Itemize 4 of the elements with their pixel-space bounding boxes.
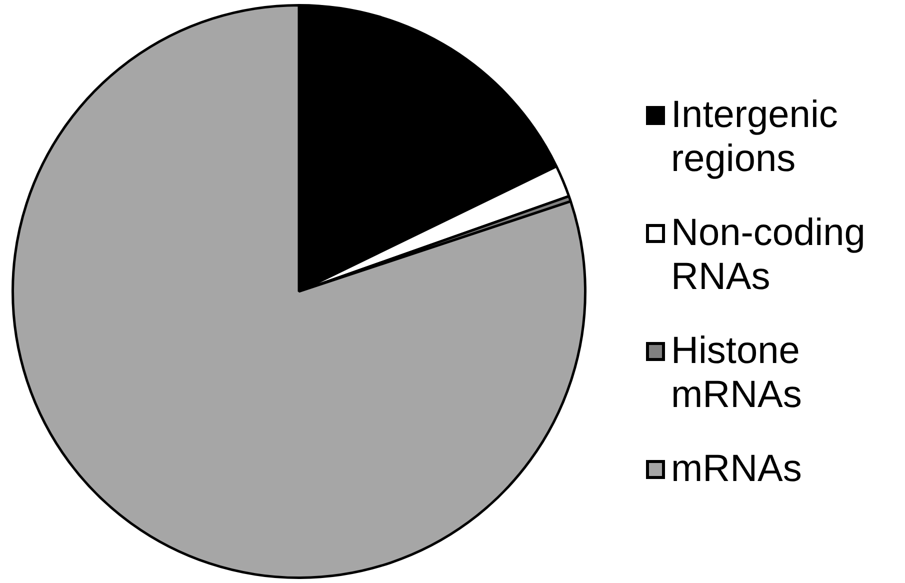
legend-label: Histone mRNAs — [671, 328, 803, 416]
legend-label: Non-coding RNAs — [671, 210, 866, 298]
legend-label: mRNAs — [671, 446, 802, 490]
legend-label: Intergenic regions — [671, 92, 839, 180]
